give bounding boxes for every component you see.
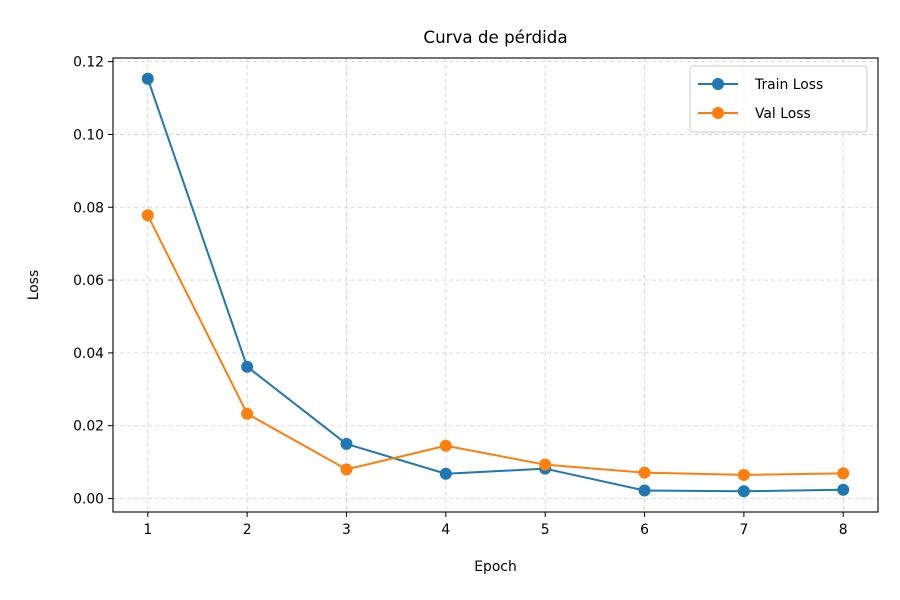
x-tick-label: 4 bbox=[441, 522, 450, 538]
val-loss-point bbox=[241, 407, 254, 420]
val-loss-point bbox=[439, 439, 452, 452]
train-loss-point bbox=[837, 483, 850, 496]
train-loss-point bbox=[241, 360, 254, 373]
x-tick-label: 3 bbox=[342, 522, 351, 538]
y-tick-label: 0.02 bbox=[73, 419, 104, 435]
train-loss-point bbox=[638, 484, 651, 497]
chart-title: Curva de pérdida bbox=[423, 27, 567, 47]
plot-area-frame bbox=[112, 57, 879, 513]
legend-box bbox=[689, 65, 868, 133]
x-tick-label: 7 bbox=[739, 522, 748, 538]
y-tick-label: 0.12 bbox=[73, 55, 104, 71]
series-train-loss bbox=[141, 72, 850, 498]
x-tick-label: 8 bbox=[839, 522, 848, 538]
val-loss-point bbox=[737, 468, 750, 481]
series-layer bbox=[141, 72, 850, 498]
y-axis-ticks: 0.00 0.02 0.04 0.06 0.08 0.10 0.12 bbox=[73, 55, 113, 508]
legend-label-val-loss: Val Loss bbox=[755, 106, 811, 122]
x-tick-label: 5 bbox=[541, 522, 550, 538]
x-tick-label: 1 bbox=[143, 522, 152, 538]
legend-marker-train-loss bbox=[712, 78, 724, 90]
grid bbox=[113, 58, 878, 512]
val-loss-point bbox=[340, 463, 353, 476]
train-loss-point bbox=[340, 437, 353, 450]
y-tick-label: 0.08 bbox=[73, 200, 104, 216]
y-tick-label: 0.06 bbox=[73, 273, 104, 289]
val-loss-point bbox=[837, 467, 850, 480]
train-loss-point bbox=[439, 467, 452, 480]
x-axis-label: Epoch bbox=[474, 559, 517, 575]
val-loss-line bbox=[146, 214, 844, 476]
legend-marker-val-loss bbox=[712, 107, 724, 119]
train-loss-point bbox=[737, 485, 750, 498]
x-tick-label: 2 bbox=[243, 522, 252, 538]
legend-label-train-loss: Train Loss bbox=[754, 77, 823, 93]
val-loss-point bbox=[539, 458, 552, 471]
val-loss-point bbox=[141, 209, 154, 222]
y-tick-label: 0.10 bbox=[73, 127, 104, 143]
val-loss-point bbox=[638, 466, 651, 479]
series-val-loss bbox=[141, 209, 850, 481]
train-loss-point bbox=[141, 72, 154, 85]
train-loss-line bbox=[146, 78, 844, 493]
x-tick-label: 6 bbox=[640, 522, 649, 538]
y-tick-label: 0.04 bbox=[73, 346, 104, 362]
x-axis-ticks: 1 2 3 4 5 6 7 8 bbox=[143, 512, 848, 538]
y-axis-label: Loss bbox=[26, 270, 42, 300]
legend: Train Loss Val Loss bbox=[689, 65, 868, 133]
y-tick-label: 0.00 bbox=[73, 492, 104, 508]
